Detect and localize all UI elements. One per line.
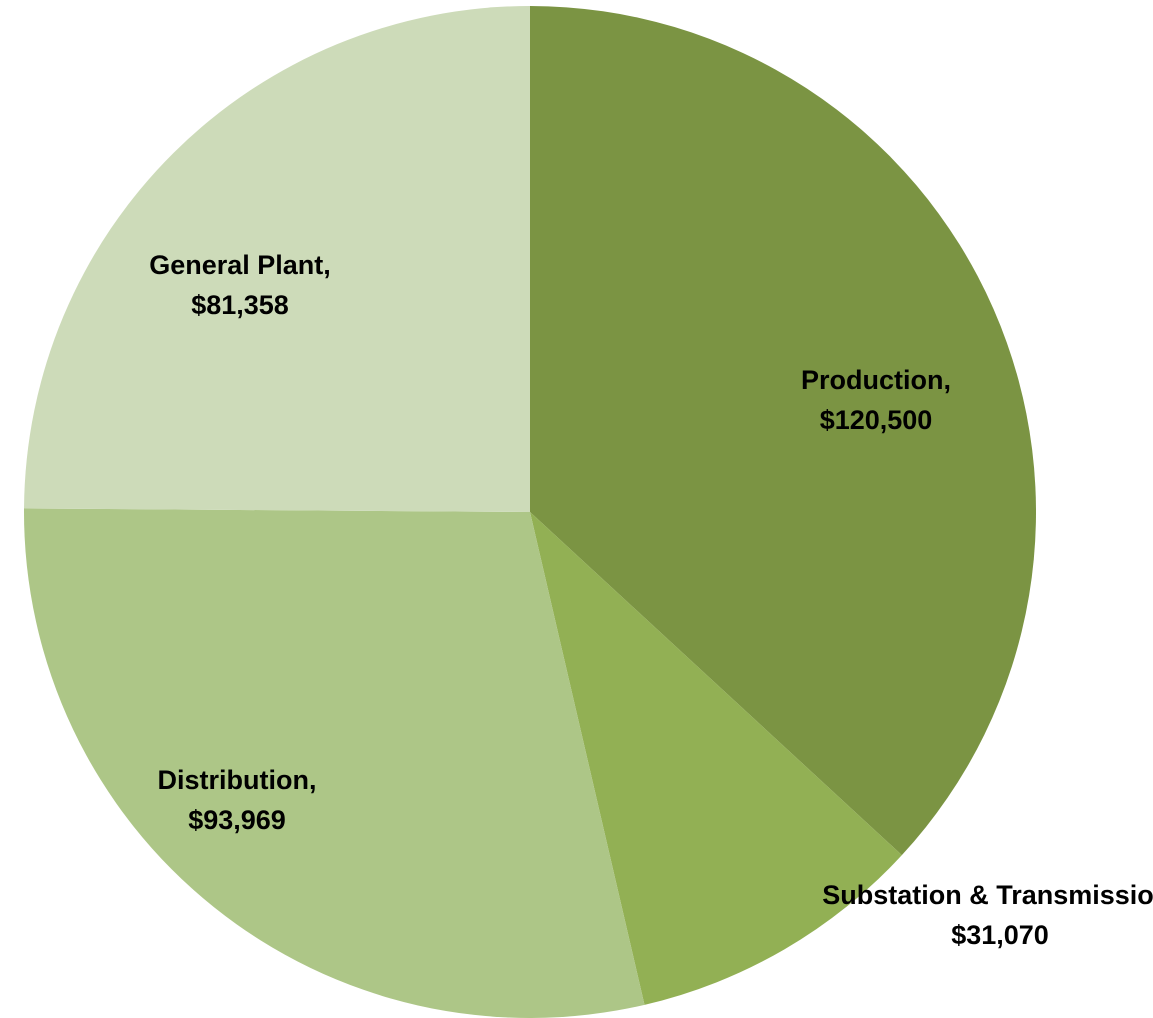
slice-label: Distribution, $93,969 bbox=[117, 760, 357, 840]
pie-slice bbox=[530, 6, 1036, 856]
value-label: $81,358 bbox=[191, 290, 289, 320]
pie-slice bbox=[24, 6, 530, 512]
slice-label: General Plant, $81,358 bbox=[110, 245, 370, 325]
value-label: $93,969 bbox=[188, 805, 286, 835]
category-label: General Plant, bbox=[149, 250, 331, 280]
pie-slice bbox=[530, 512, 902, 1005]
slice-label: Production, $120,500 bbox=[756, 360, 996, 440]
value-label: $120,500 bbox=[819, 405, 933, 435]
category-label: Distribution, bbox=[157, 765, 317, 795]
slice-label: Substation & Transmission, $31,070 bbox=[815, 875, 1153, 955]
category-label: Substation & Transmission, bbox=[822, 880, 1153, 910]
pie-slice bbox=[23, 508, 645, 1018]
value-label: $31,070 bbox=[951, 920, 1049, 950]
category-label: Production, bbox=[801, 365, 951, 395]
